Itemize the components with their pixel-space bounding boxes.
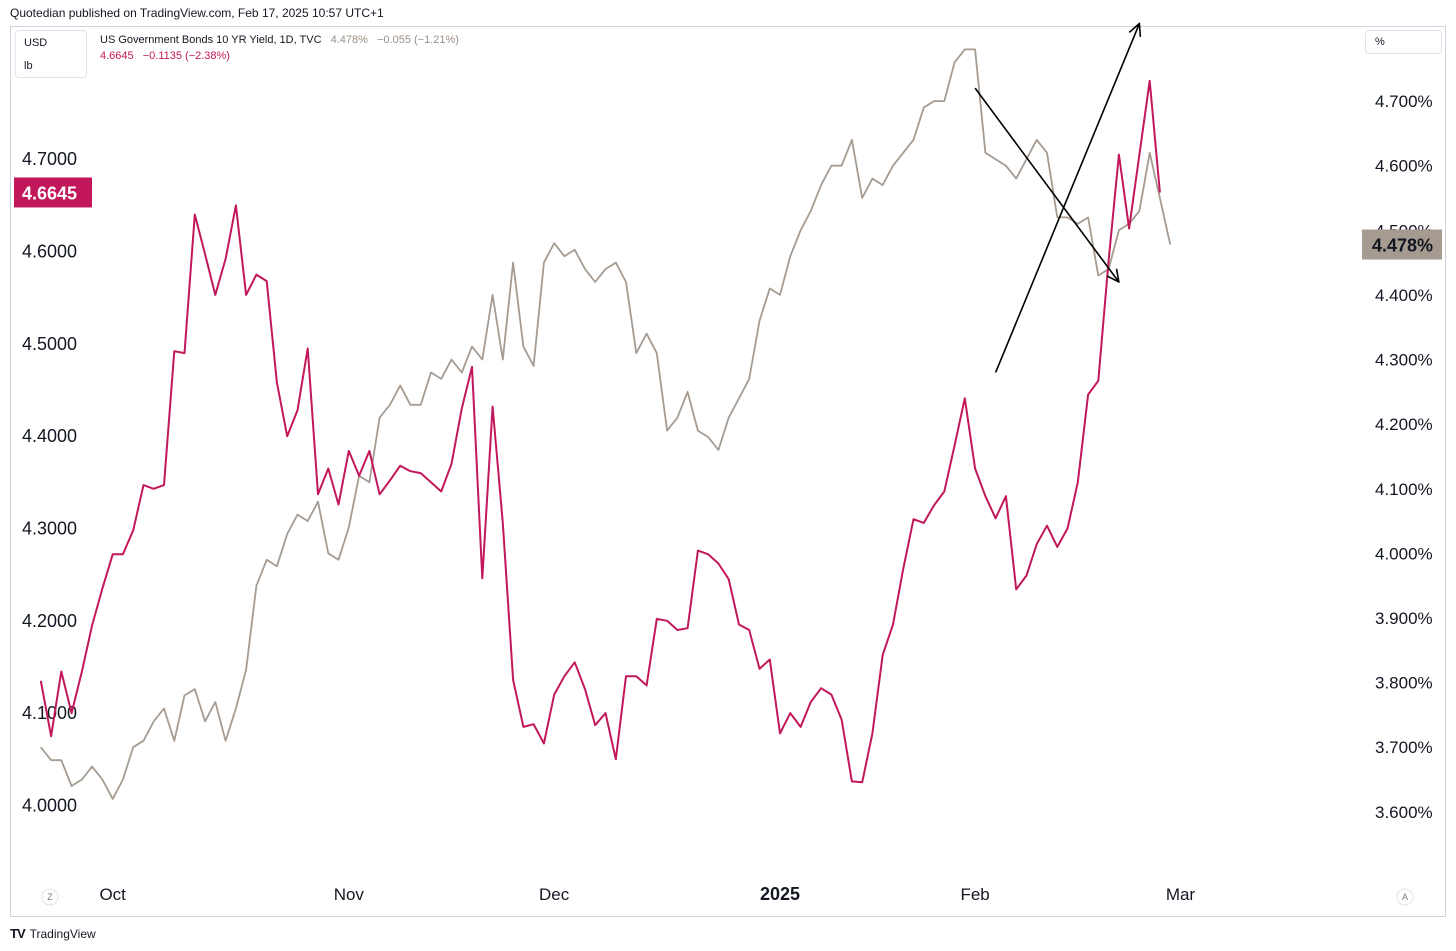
right-tick-label: 4.100%	[1375, 480, 1433, 499]
time-tick-label: Nov	[334, 885, 365, 904]
legend-series-yield[interactable]: US Government Bonds 10 YR Yield, 1D, TVC…	[100, 34, 459, 46]
trend-arrows	[974, 24, 1140, 373]
right-tick-label: 3.700%	[1375, 738, 1433, 757]
trend-arrow	[974, 87, 1119, 282]
percent-label: %	[1375, 36, 1385, 48]
time-tick-label: Dec	[539, 885, 570, 904]
corner-left-label: Z	[47, 892, 53, 902]
auto-scale-right-button[interactable]	[1396, 888, 1414, 906]
right-tick-label: 4.700%	[1375, 92, 1433, 111]
unit-selector[interactable]: USD lb	[15, 30, 87, 78]
last-value-badges: 4.6645 4.478%	[14, 177, 1442, 260]
trend-arrow	[994, 24, 1140, 373]
legend-yield-change: −0.055 (−1.21%)	[376, 34, 459, 46]
series-lines	[39, 48, 1172, 800]
time-tick-label: Feb	[960, 885, 989, 904]
right-tick-label: 4.300%	[1375, 351, 1433, 370]
left-tick-label: 4.6000	[22, 242, 77, 262]
left-tick-label: 4.3000	[22, 518, 77, 538]
right-tick-label: 4.000%	[1375, 544, 1433, 563]
legend-yield-value: 4.478%	[330, 34, 368, 46]
time-tick-label: Oct	[99, 885, 126, 904]
footer-branding[interactable]: TV TradingView	[10, 926, 96, 941]
left-tick-label: 4.2000	[22, 611, 77, 631]
yield-series-line	[40, 48, 1172, 800]
left-tick-label: 4.1000	[22, 703, 77, 723]
left-tick-label: 4.5000	[22, 334, 77, 354]
left-axis: 4.80004.70004.60004.50004.40004.30004.20…	[22, 57, 77, 815]
right-tick-label: 4.600%	[1375, 157, 1433, 176]
copper-series-line	[39, 79, 1161, 784]
legend-copper-value: 4.6645	[100, 50, 134, 62]
legend-yield-title: US Government Bonds 10 YR Yield, 1D, TVC	[100, 34, 322, 46]
corner-right-label: A	[1402, 892, 1408, 902]
percent-scale-selector[interactable]: %	[1365, 30, 1442, 54]
right-tick-label: 3.800%	[1375, 674, 1433, 693]
yield-last-value-badge	[1362, 229, 1442, 260]
right-tick-label: 3.600%	[1375, 803, 1433, 822]
tradingview-brand: TradingView	[29, 926, 96, 941]
published-header: Quotedian published on TradingView.com, …	[10, 6, 384, 20]
right-tick-label: 4.400%	[1375, 286, 1433, 305]
chart-frame	[10, 26, 1446, 917]
right-tick-label: 4.200%	[1375, 415, 1433, 434]
time-axis: Oct Nov Dec 2025 Feb Mar	[99, 884, 1195, 904]
left-tick-label: 4.4000	[22, 426, 77, 446]
copper-last-value-badge	[14, 177, 92, 208]
legend-series-copper[interactable]: 4.6645 −0.1135 (−2.38%)	[100, 50, 236, 62]
currency-label: USD	[24, 37, 48, 49]
time-tick-label: Mar	[1166, 885, 1196, 904]
left-tick-label: 4.0000	[22, 795, 77, 815]
corner-controls: Z A	[41, 888, 1414, 906]
tradingview-logo-icon: TV	[10, 926, 26, 941]
copper-last-value-text: 4.6645	[22, 183, 77, 203]
yield-last-value-text: 4.478%	[1372, 236, 1433, 256]
auto-scale-left-button[interactable]	[41, 888, 59, 906]
legend-copper-change: −0.1135 (−2.38%)	[142, 50, 230, 62]
unit-label: lb	[24, 60, 33, 72]
left-tick-label: 4.7000	[22, 149, 77, 169]
time-tick-label: 2025	[760, 884, 800, 904]
right-tick-label: 3.900%	[1375, 609, 1433, 628]
right-axis: 4.800%4.700%4.600%4.500%4.400%4.300%4.20…	[1375, 27, 1433, 821]
